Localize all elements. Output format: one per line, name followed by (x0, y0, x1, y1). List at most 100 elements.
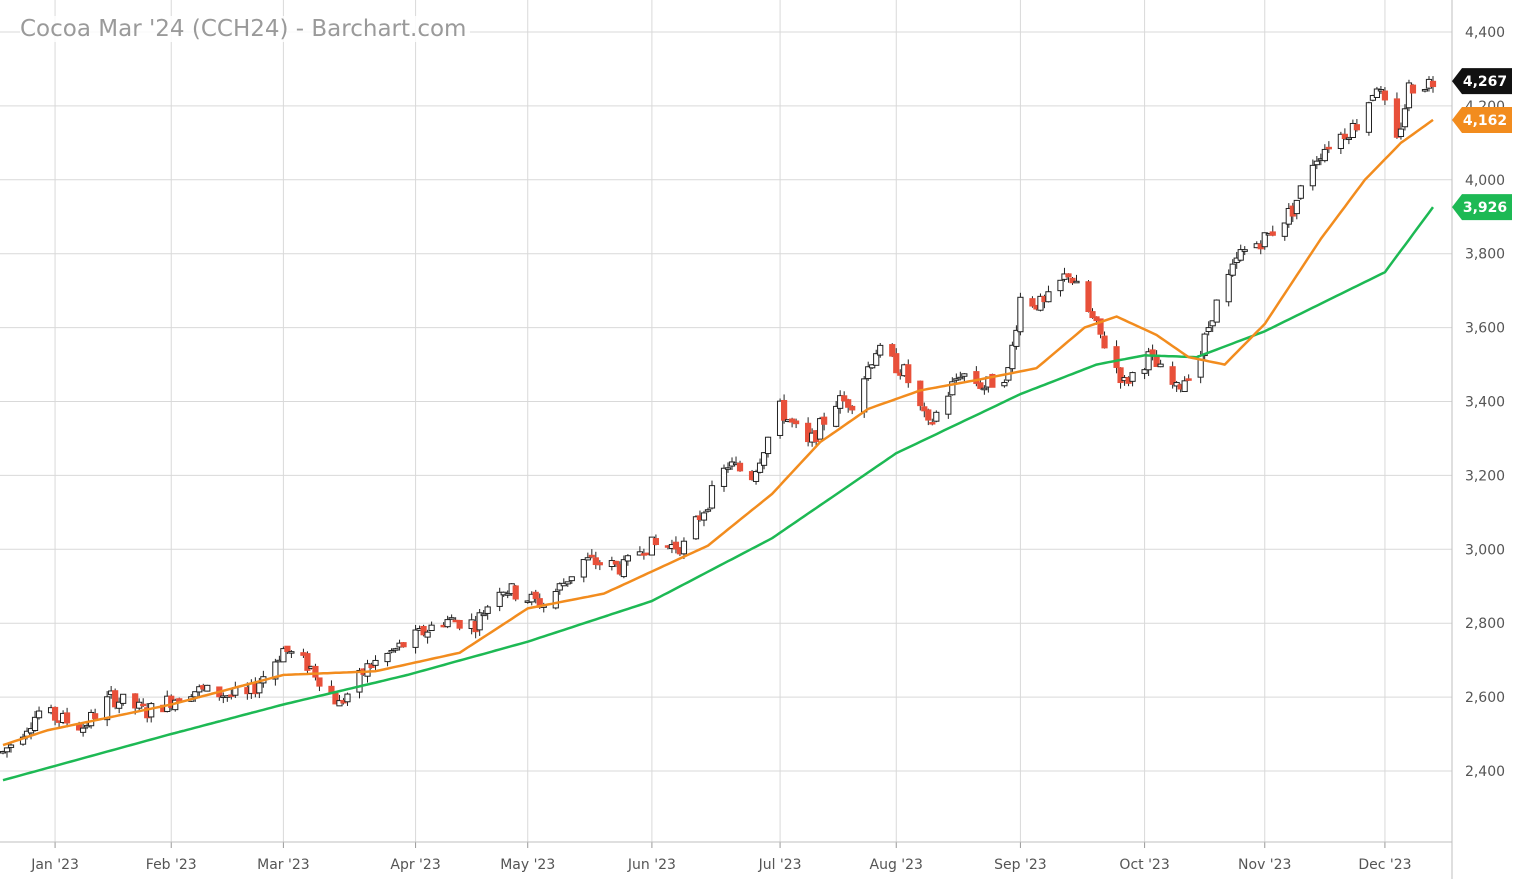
candle[interactable] (104, 691, 111, 727)
candle[interactable] (1393, 92, 1401, 139)
candle[interactable] (977, 379, 984, 390)
candle[interactable] (1337, 131, 1344, 155)
candle[interactable] (648, 536, 656, 556)
candle[interactable] (344, 692, 351, 706)
candle[interactable] (1261, 232, 1268, 250)
candle[interactable] (1373, 86, 1381, 98)
candle[interactable] (232, 681, 239, 698)
candle[interactable] (596, 560, 603, 571)
candle[interactable] (448, 614, 455, 620)
candle[interactable] (805, 417, 812, 447)
candle[interactable] (1037, 293, 1044, 312)
candle[interactable] (392, 647, 399, 653)
candle[interactable] (1169, 361, 1176, 389)
candle[interactable] (304, 651, 311, 674)
candle[interactable] (1349, 119, 1356, 138)
candle[interactable] (921, 402, 928, 418)
candle[interactable] (1089, 308, 1096, 319)
candle[interactable] (1345, 136, 1352, 145)
candle[interactable] (412, 625, 419, 654)
candle[interactable] (957, 371, 964, 381)
candle[interactable] (845, 398, 852, 413)
candle[interactable] (1225, 269, 1232, 307)
candle[interactable] (7, 743, 15, 753)
candle[interactable] (504, 590, 511, 599)
candle[interactable] (1145, 347, 1152, 376)
candle[interactable] (612, 560, 619, 568)
candle[interactable] (192, 691, 199, 702)
candle[interactable] (1065, 273, 1072, 283)
candle[interactable] (400, 642, 407, 648)
candle[interactable] (420, 624, 427, 637)
candle[interactable] (476, 608, 483, 636)
candle[interactable] (556, 582, 563, 595)
candle[interactable] (280, 646, 287, 663)
candle[interactable] (272, 658, 279, 686)
candle[interactable] (837, 390, 844, 414)
candle[interactable] (724, 462, 732, 473)
candle[interactable] (1397, 122, 1405, 140)
candle[interactable] (1001, 379, 1008, 388)
candle[interactable] (564, 581, 571, 587)
candle[interactable] (1181, 376, 1188, 393)
candle[interactable] (1381, 87, 1389, 106)
candle[interactable] (793, 418, 800, 429)
candle[interactable] (116, 697, 123, 714)
candle[interactable] (692, 515, 700, 540)
candle[interactable] (424, 629, 431, 644)
candle[interactable] (120, 693, 127, 706)
candle[interactable] (624, 554, 631, 566)
candle[interactable] (752, 469, 760, 485)
candle[interactable] (588, 549, 595, 559)
candle[interactable] (1185, 374, 1192, 382)
candle[interactable] (1269, 225, 1276, 237)
candle[interactable] (1073, 274, 1080, 284)
candle[interactable] (756, 458, 764, 474)
candle[interactable] (877, 343, 884, 358)
candle[interactable] (1173, 380, 1180, 392)
candle[interactable] (204, 684, 211, 692)
candle[interactable] (444, 615, 451, 629)
candle[interactable] (821, 412, 828, 431)
candle[interactable] (873, 349, 880, 366)
candle[interactable] (817, 416, 824, 440)
candle[interactable] (1157, 359, 1164, 368)
candle[interactable] (1341, 128, 1348, 141)
candle[interactable] (384, 652, 391, 667)
candle[interactable] (929, 418, 936, 426)
candle[interactable] (584, 552, 591, 561)
candle[interactable] (1241, 246, 1248, 256)
candle[interactable] (372, 655, 379, 671)
candle[interactable] (973, 366, 980, 387)
candle[interactable] (1101, 331, 1108, 349)
candle[interactable] (833, 401, 840, 428)
candle[interactable] (1281, 222, 1288, 241)
candle[interactable] (3, 747, 11, 758)
candle[interactable] (80, 723, 87, 737)
candle[interactable] (1009, 341, 1016, 372)
candle[interactable] (216, 686, 223, 701)
candle[interactable] (552, 588, 559, 610)
candle[interactable] (532, 589, 539, 604)
candle[interactable] (961, 373, 968, 382)
candle[interactable] (580, 559, 587, 583)
candle[interactable] (480, 610, 487, 617)
candle[interactable] (1293, 199, 1300, 220)
candle[interactable] (1401, 104, 1409, 131)
candle[interactable] (917, 380, 924, 411)
candle[interactable] (1405, 79, 1413, 112)
candle[interactable] (620, 555, 627, 579)
candle[interactable] (1365, 101, 1373, 136)
candle[interactable] (869, 364, 876, 370)
candle[interactable] (1237, 244, 1244, 262)
candle[interactable] (288, 650, 295, 659)
candle[interactable] (1377, 85, 1385, 95)
candle[interactable] (949, 377, 956, 396)
candle[interactable] (148, 702, 155, 723)
candle[interactable] (893, 348, 900, 374)
candle[interactable] (568, 576, 575, 584)
candle[interactable] (736, 460, 744, 472)
candle[interactable] (312, 663, 319, 681)
candle[interactable] (672, 536, 680, 554)
candle[interactable] (35, 706, 43, 720)
